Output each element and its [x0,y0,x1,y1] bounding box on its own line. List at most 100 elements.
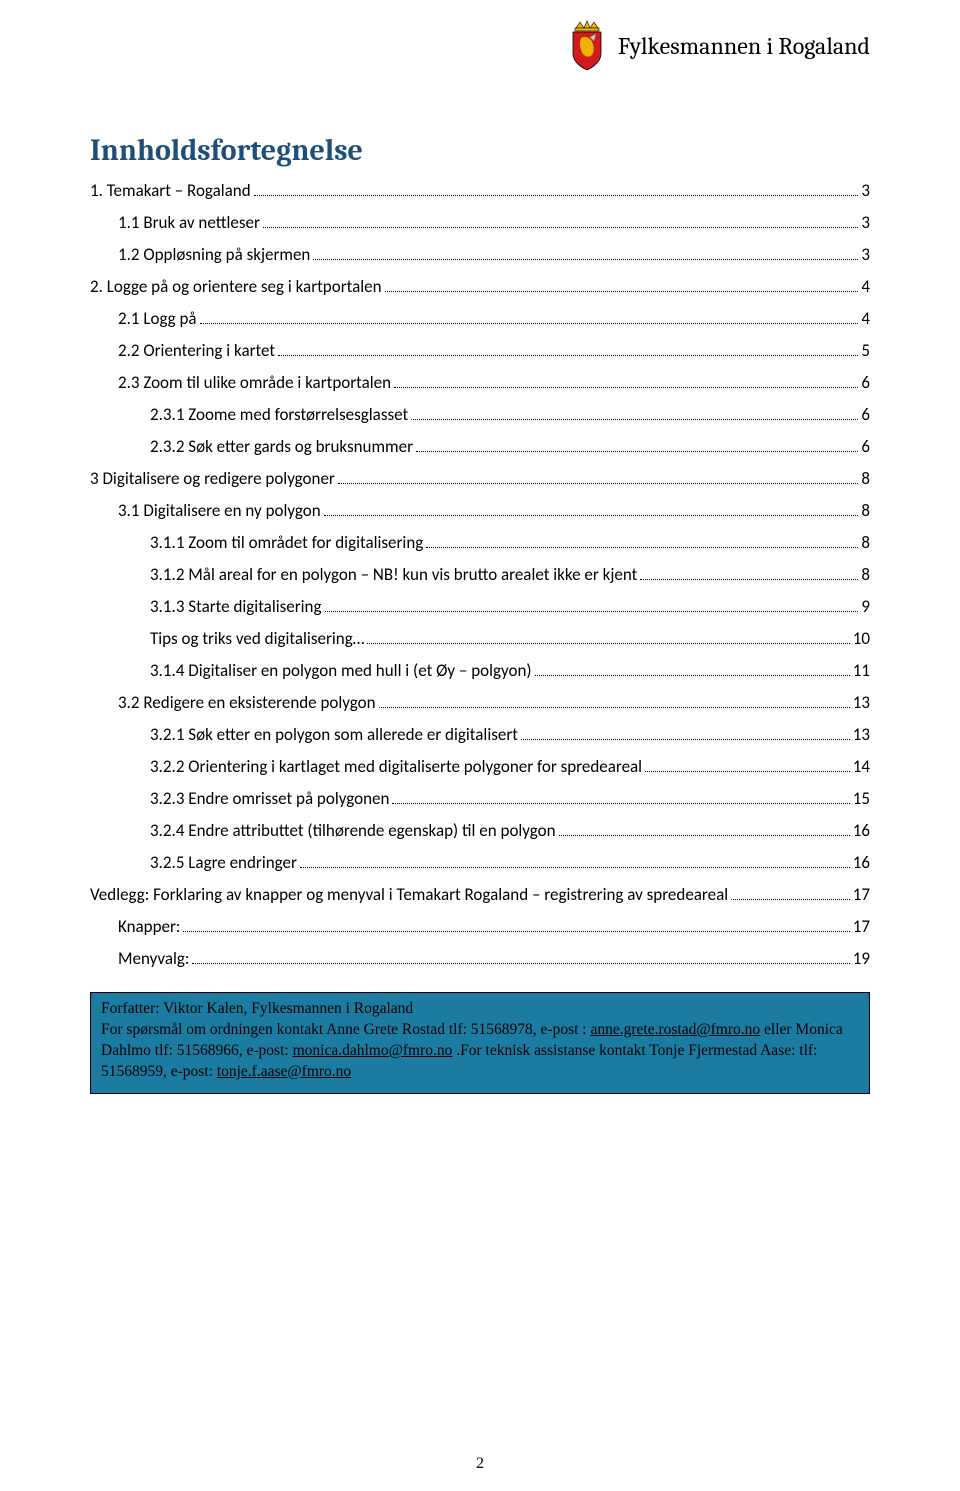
toc-entry-page: 6 [861,406,870,423]
toc-entry-label: 3.2.5 Lagre endringer [150,854,297,871]
email-link-3[interactable]: tonje.f.aase@fmro.no [217,1063,351,1080]
toc-leader-dots [313,259,858,260]
toc-entry[interactable]: 3.1.2 Mål areal for en polygon – NB! kun… [90,566,870,584]
toc-entry[interactable]: Knapper: 17 [90,918,870,936]
toc-leader-dots [192,963,849,964]
toc-entry-label: Menyvalg: [118,950,189,967]
toc-entry-page: 8 [861,502,870,519]
toc-entry[interactable]: 3.1.3 Starte digitalisering 9 [90,598,870,616]
toc-leader-dots [254,195,859,196]
toc-leader-dots [278,355,858,356]
toc-entry[interactable]: Menyvalg: 19 [90,950,870,968]
header-org-name: Fylkesmannen i Rogaland [618,32,870,60]
toc-entry[interactable]: 1. Temakart – Rogaland 3 [90,182,870,200]
table-of-contents: 1. Temakart – Rogaland 31.1 Bruk av nett… [90,182,870,968]
toc-entry-page: 3 [861,214,870,231]
toc-leader-dots [645,771,850,772]
toc-entry-page: 4 [861,278,870,295]
toc-entry-page: 3 [861,182,870,199]
toc-entry-page: 13 [853,694,870,711]
toc-title: Innholdsfortegnelse [90,133,870,168]
header: Fylkesmannen i Rogaland [566,20,870,72]
toc-entry-page: 13 [853,726,870,743]
toc-entry-page: 9 [861,598,870,615]
toc-entry-page: 8 [861,470,870,487]
toc-entry-label: 2. Logge på og orientere seg i kartporta… [90,278,382,295]
toc-leader-dots [535,675,850,676]
toc-entry[interactable]: Tips og triks ved digitalisering… 10 [90,630,870,648]
toc-leader-dots [379,707,850,708]
toc-leader-dots [367,643,849,644]
toc-entry-page: 11 [853,662,870,679]
toc-entry[interactable]: 1.2 Oppløsning på skjermen 3 [90,246,870,264]
toc-entry-label: 3.2.4 Endre attributtet (tilhørende egen… [150,822,556,839]
toc-leader-dots [183,931,849,932]
toc-entry-label: 2.3.1 Zoome med forstørrelsesglasset [150,406,408,423]
toc-entry[interactable]: Vedlegg: Forklaring av knapper og menyva… [90,886,870,904]
toc-leader-dots [416,451,858,452]
toc-leader-dots [325,611,859,612]
toc-entry[interactable]: 2.3.1 Zoome med forstørrelsesglasset 6 [90,406,870,424]
toc-entry-page: 14 [853,758,870,775]
toc-leader-dots [338,483,859,484]
toc-entry-page: 17 [853,886,870,903]
toc-entry[interactable]: 2.3 Zoom til ulike område i kartportalen… [90,374,870,392]
email-link-1[interactable]: anne.grete.rostad@fmro.no [590,1021,760,1038]
toc-entry-page: 16 [853,854,870,871]
toc-leader-dots [385,291,859,292]
toc-entry-label: 3.1.1 Zoom til området for digitaliserin… [150,534,423,551]
contact-info-box: Forfatter: Viktor Kalen, Fylkesmannen i … [90,992,870,1094]
toc-entry[interactable]: 1.1 Bruk av nettleser 3 [90,214,870,232]
toc-entry-label: 3.1.3 Starte digitalisering [150,598,322,615]
toc-entry[interactable]: 3.1.1 Zoom til området for digitaliserin… [90,534,870,552]
toc-entry-page: 4 [861,310,870,327]
author-line: Forfatter: Viktor Kalen, Fylkesmannen i … [101,999,859,1020]
toc-entry-label: 3.1.2 Mål areal for en polygon – NB! kun… [150,566,637,583]
toc-leader-dots [411,419,858,420]
contact-line: For spørsmål om ordningen kontakt Anne G… [101,1020,859,1083]
page-number: 2 [0,1455,960,1473]
toc-leader-dots [200,323,859,324]
toc-entry-label: Vedlegg: Forklaring av knapper og menyva… [90,886,728,903]
toc-entry-label: 1.1 Bruk av nettleser [118,214,260,231]
toc-entry-label: 3.2 Redigere en eksisterende polygon [118,694,376,711]
toc-leader-dots [394,387,858,388]
toc-entry[interactable]: 3.2.3 Endre omrisset på polygonen 15 [90,790,870,808]
toc-entry[interactable]: 3.2.5 Lagre endringer 16 [90,854,870,872]
toc-leader-dots [426,547,858,548]
toc-leader-dots [640,579,858,580]
toc-entry[interactable]: 3.2.1 Søk etter en polygon som allerede … [90,726,870,744]
toc-entry-label: 2.3.2 Søk etter gards og bruksnummer [150,438,413,455]
toc-entry-label: 1. Temakart – Rogaland [90,182,251,199]
toc-entry[interactable]: 2. Logge på og orientere seg i kartporta… [90,278,870,296]
toc-entry[interactable]: 3.1.4 Digitaliser en polygon med hull i … [90,662,870,680]
toc-leader-dots [392,803,849,804]
toc-entry-label: Knapper: [118,918,180,935]
toc-entry-label: 1.2 Oppløsning på skjermen [118,246,310,263]
email-link-2[interactable]: monica.dahlmo@fmro.no [293,1042,453,1059]
toc-entry-label: Tips og triks ved digitalisering… [150,630,364,647]
toc-entry-label: 3.2.3 Endre omrisset på polygonen [150,790,389,807]
crest-icon [566,20,608,72]
toc-entry[interactable]: 2.2 Orientering i kartet 5 [90,342,870,360]
toc-leader-dots [521,739,850,740]
toc-leader-dots [324,515,859,516]
toc-entry-label: 3 Digitalisere og redigere polygoner [90,470,335,487]
toc-leader-dots [559,835,850,836]
toc-entry-label: 3.1 Digitalisere en ny polygon [118,502,321,519]
toc-entry-page: 10 [853,630,870,647]
toc-entry-page: 8 [861,566,870,583]
toc-entry[interactable]: 3.2.2 Orientering i kartlaget med digita… [90,758,870,776]
toc-entry[interactable]: 2.1 Logg på 4 [90,310,870,328]
toc-leader-dots [263,227,858,228]
toc-entry-page: 6 [861,438,870,455]
toc-entry[interactable]: 3.2 Redigere en eksisterende polygon 13 [90,694,870,712]
toc-entry[interactable]: 3.1 Digitalisere en ny polygon 8 [90,502,870,520]
toc-entry-label: 3.2.2 Orientering i kartlaget med digita… [150,758,642,775]
toc-entry-label: 3.1.4 Digitaliser en polygon med hull i … [150,662,532,679]
toc-entry[interactable]: 3.2.4 Endre attributtet (tilhørende egen… [90,822,870,840]
toc-entry-label: 2.1 Logg på [118,310,197,327]
toc-entry[interactable]: 2.3.2 Søk etter gards og bruksnummer 6 [90,438,870,456]
toc-entry-page: 19 [853,950,870,967]
toc-entry[interactable]: 3 Digitalisere og redigere polygoner 8 [90,470,870,488]
